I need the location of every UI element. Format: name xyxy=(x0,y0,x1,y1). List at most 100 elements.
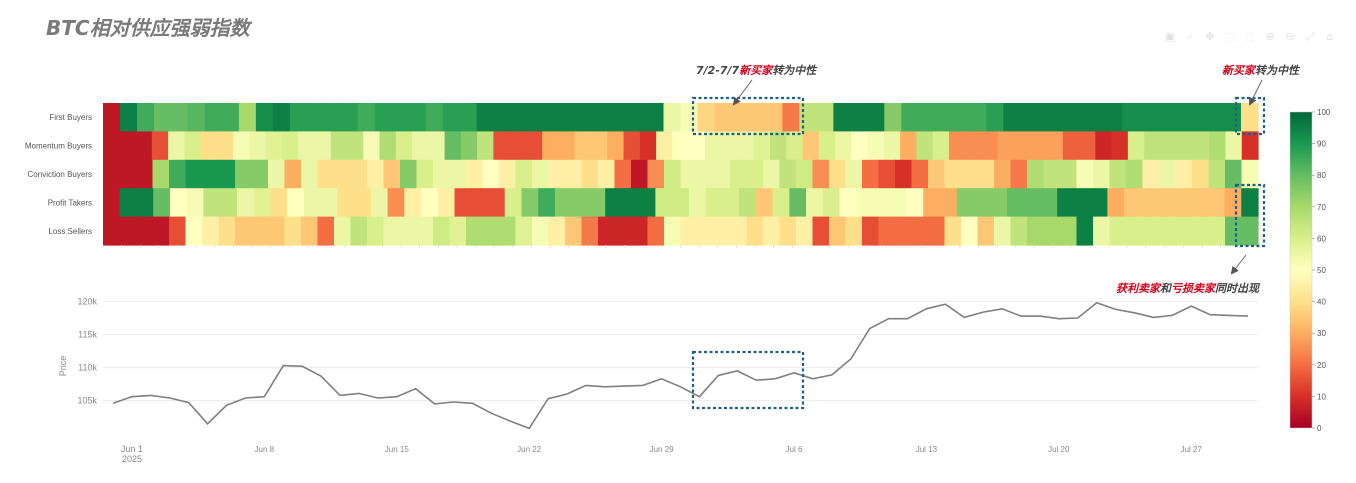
heatmap-cell xyxy=(1023,188,1041,218)
annotation-arrow-mid xyxy=(732,79,753,106)
heatmap-cell xyxy=(272,103,291,132)
heatmap-cell xyxy=(270,188,288,218)
autoscale-icon[interactable]: ⤢ xyxy=(1305,30,1315,43)
heatmap-cell xyxy=(916,131,934,161)
heatmap-cell xyxy=(153,188,171,218)
heatmap-row-label: Conviction Buyers xyxy=(28,170,92,179)
heatmap-cell xyxy=(400,216,418,246)
heatmap-cell xyxy=(538,188,556,218)
heatmap-cell xyxy=(323,103,342,132)
colorbar-tick-label: 30 xyxy=(1317,329,1326,338)
heatmap-cell xyxy=(1139,103,1157,132)
heatmap-cell xyxy=(558,131,576,161)
heatmap-cell xyxy=(779,159,797,189)
heatmap-x-ticks xyxy=(102,245,1259,248)
heatmap-cell xyxy=(952,103,970,132)
reset-axes-icon[interactable]: ⌂ xyxy=(1326,30,1334,43)
heatmap-cell xyxy=(1191,188,1209,218)
heatmap-cell xyxy=(730,159,748,189)
heatmap-cell xyxy=(900,131,917,161)
heatmap-cell xyxy=(119,216,137,246)
heatmap-cell xyxy=(753,131,771,161)
zoom-icon[interactable]: ⌕ xyxy=(1186,30,1194,43)
heatmap-cell xyxy=(1241,188,1259,218)
heatmap-cell xyxy=(482,216,500,246)
heatmap-cell xyxy=(387,188,405,218)
colorbar-tick-label: 20 xyxy=(1317,361,1326,370)
heatmap-cell xyxy=(303,188,322,218)
heatmap-cell xyxy=(379,131,397,161)
heatmap-cell xyxy=(103,103,121,132)
heatmap-cell xyxy=(1060,216,1078,246)
heatmap-cell xyxy=(1107,188,1125,218)
lasso-icon[interactable]: ◌ xyxy=(1245,30,1255,43)
heatmap-cell xyxy=(1093,216,1111,246)
heatmap-cell xyxy=(1006,188,1025,218)
heatmap-cell xyxy=(437,188,456,218)
heatmap-cell xyxy=(1175,159,1193,189)
heatmap-cell xyxy=(806,188,824,218)
heatmap-cell xyxy=(238,103,257,132)
price-line xyxy=(112,301,1249,430)
heatmap-cell xyxy=(614,216,632,246)
annotation-bottom-right-mid: 和 xyxy=(1160,282,1173,295)
heatmap-cell xyxy=(185,216,203,246)
x-tick-label: Jul 27 xyxy=(1181,445,1203,454)
heatmap-cell xyxy=(1057,188,1075,218)
heatmap-cell xyxy=(631,159,649,189)
heatmap-cell xyxy=(714,103,733,132)
heatmap-cell xyxy=(1090,188,1108,218)
heatmap-cell xyxy=(442,103,461,132)
heatmap-row-labels: First Buyers Momentum Buyers Conviction Bu… xyxy=(25,113,92,236)
heatmap-cell xyxy=(425,103,444,132)
zoom-in-icon[interactable]: ⊕ xyxy=(1265,30,1275,43)
heatmap-cell xyxy=(977,216,995,246)
heatmap-cell xyxy=(845,159,863,189)
heatmap-cell xyxy=(812,159,830,189)
heatmap-cell xyxy=(370,188,389,218)
annotation-bottom-right-rest: 同时出现 xyxy=(1215,282,1261,295)
colorbar-tick-label: 90 xyxy=(1317,140,1326,149)
camera-icon[interactable]: ▣ xyxy=(1164,30,1176,43)
heatmap-cell xyxy=(697,159,715,189)
heatmap-cell xyxy=(1142,216,1160,246)
heatmap-cell xyxy=(488,188,506,218)
heatmap-cell xyxy=(1109,159,1127,189)
highlight-box-sellers-last xyxy=(1234,183,1266,248)
heatmap-cell xyxy=(1224,188,1242,218)
heatmap-cell xyxy=(1027,159,1045,189)
heatmap-cell xyxy=(416,159,434,189)
heatmap-cell xyxy=(1241,159,1259,189)
heatmap-cell xyxy=(1093,159,1111,189)
heatmap-row-label: Momentum Buyers xyxy=(25,142,92,151)
heatmap-cell xyxy=(565,159,583,189)
pan-icon[interactable]: ✥ xyxy=(1205,30,1215,43)
heatmap-cell xyxy=(525,131,543,161)
zoom-out-icon[interactable]: ⊖ xyxy=(1285,30,1295,43)
line-chart-gridlines xyxy=(103,301,1258,402)
heatmap-cell xyxy=(739,188,757,218)
heatmap-cell xyxy=(923,188,941,218)
heatmap-cell xyxy=(449,216,467,246)
heatmap-cell xyxy=(802,131,820,161)
heatmap-cell xyxy=(664,216,682,246)
heatmap-cell xyxy=(1192,159,1210,189)
heatmap-cell xyxy=(1225,131,1243,161)
heatmap-cell xyxy=(765,103,784,132)
heatmap-cell xyxy=(532,159,550,189)
heatmap-cell xyxy=(796,216,814,246)
heatmap-cell xyxy=(1192,131,1210,161)
heatmap-cell xyxy=(928,216,946,246)
heatmap-cell xyxy=(704,131,722,161)
box-select-icon[interactable]: ⬚ xyxy=(1224,30,1236,43)
heatmap-cell xyxy=(786,131,804,161)
heatmap-cell xyxy=(1088,103,1106,132)
heatmap-cell xyxy=(1109,216,1127,246)
heatmap-cell xyxy=(301,216,319,246)
heatmap-cell xyxy=(289,103,308,132)
heatmap-cell xyxy=(873,188,891,218)
heatmap-cell xyxy=(1175,216,1193,246)
heatmap-cell xyxy=(268,159,286,189)
heatmap-cell xyxy=(459,103,478,132)
heatmap-cell xyxy=(1241,131,1259,161)
